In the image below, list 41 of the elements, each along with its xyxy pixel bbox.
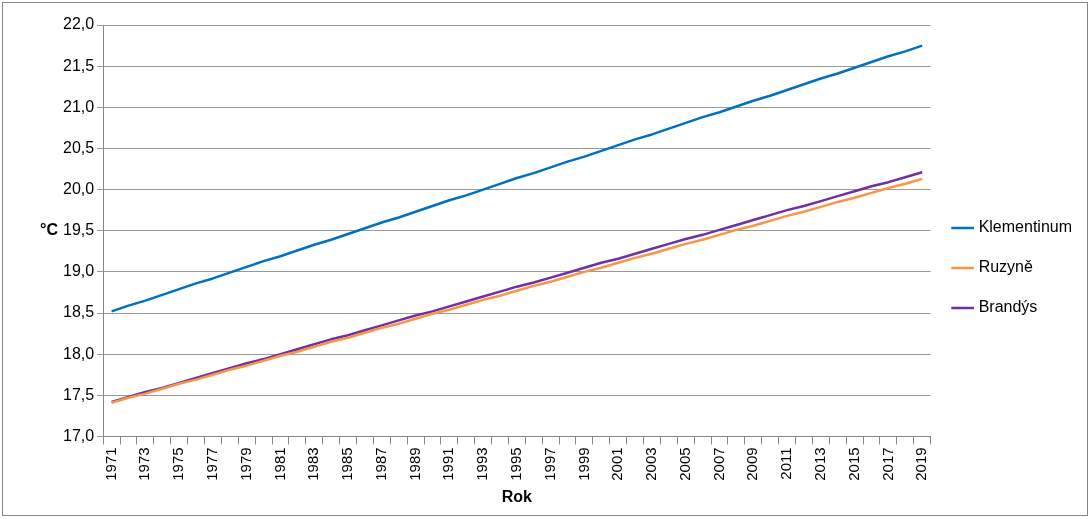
y-tick-label: 18,5 (63, 303, 95, 321)
x-tick-label: 2003 (642, 447, 660, 481)
x-tick-label: 2017 (878, 447, 896, 481)
x-tick-label: 1971 (101, 447, 119, 481)
y-tick-label: 21,0 (63, 97, 95, 115)
x-tick-label: 1981 (270, 447, 288, 481)
x-tick-label: 1985 (338, 447, 356, 481)
x-tick-label: 1995 (507, 447, 525, 481)
y-tick-label: 20,5 (63, 138, 95, 156)
legend-label: Klementinum (978, 218, 1072, 236)
x-tick-label: 1975 (169, 447, 187, 481)
x-tick-label: 1997 (540, 447, 558, 481)
y-tick-label: 20,0 (63, 179, 95, 197)
x-tick-label: 1983 (304, 447, 322, 481)
x-tick-label: 2001 (608, 447, 626, 481)
x-tick-label: 1989 (405, 447, 423, 481)
y-tick-label: 18,0 (63, 344, 95, 362)
legend-label: Ruzyně (978, 258, 1033, 276)
x-tick-label: 2013 (811, 447, 828, 481)
x-tick-label: 1973 (135, 447, 153, 481)
x-tick-label: 2005 (675, 447, 693, 481)
x-tick-label: 1979 (236, 447, 254, 481)
y-tick-label: 19,5 (63, 221, 95, 239)
y-tick-label: 21,5 (63, 56, 95, 74)
x-tick-label: 1999 (574, 447, 592, 481)
legend-label: Brandýs (978, 298, 1038, 316)
x-tick-label: 1977 (203, 447, 221, 481)
x-tick-label: 2015 (844, 447, 862, 481)
x-tick-label: 2009 (743, 447, 761, 481)
x-tick-label: 2007 (709, 447, 727, 481)
x-tick-label: 1993 (473, 447, 491, 481)
x-tick-label: 2019 (912, 447, 930, 481)
y-axis-title: °C (40, 221, 59, 239)
y-tick-label: 19,0 (63, 262, 95, 280)
x-tick-label: 2011 (777, 447, 795, 480)
y-tick-label: 17,0 (63, 426, 95, 444)
y-tick-label: 22,0 (63, 15, 95, 33)
x-axis-title: Rok (501, 487, 533, 505)
x-tick-label: 1987 (371, 447, 389, 481)
y-tick-label: 17,5 (63, 385, 95, 403)
x-tick-label: 1991 (439, 447, 457, 481)
